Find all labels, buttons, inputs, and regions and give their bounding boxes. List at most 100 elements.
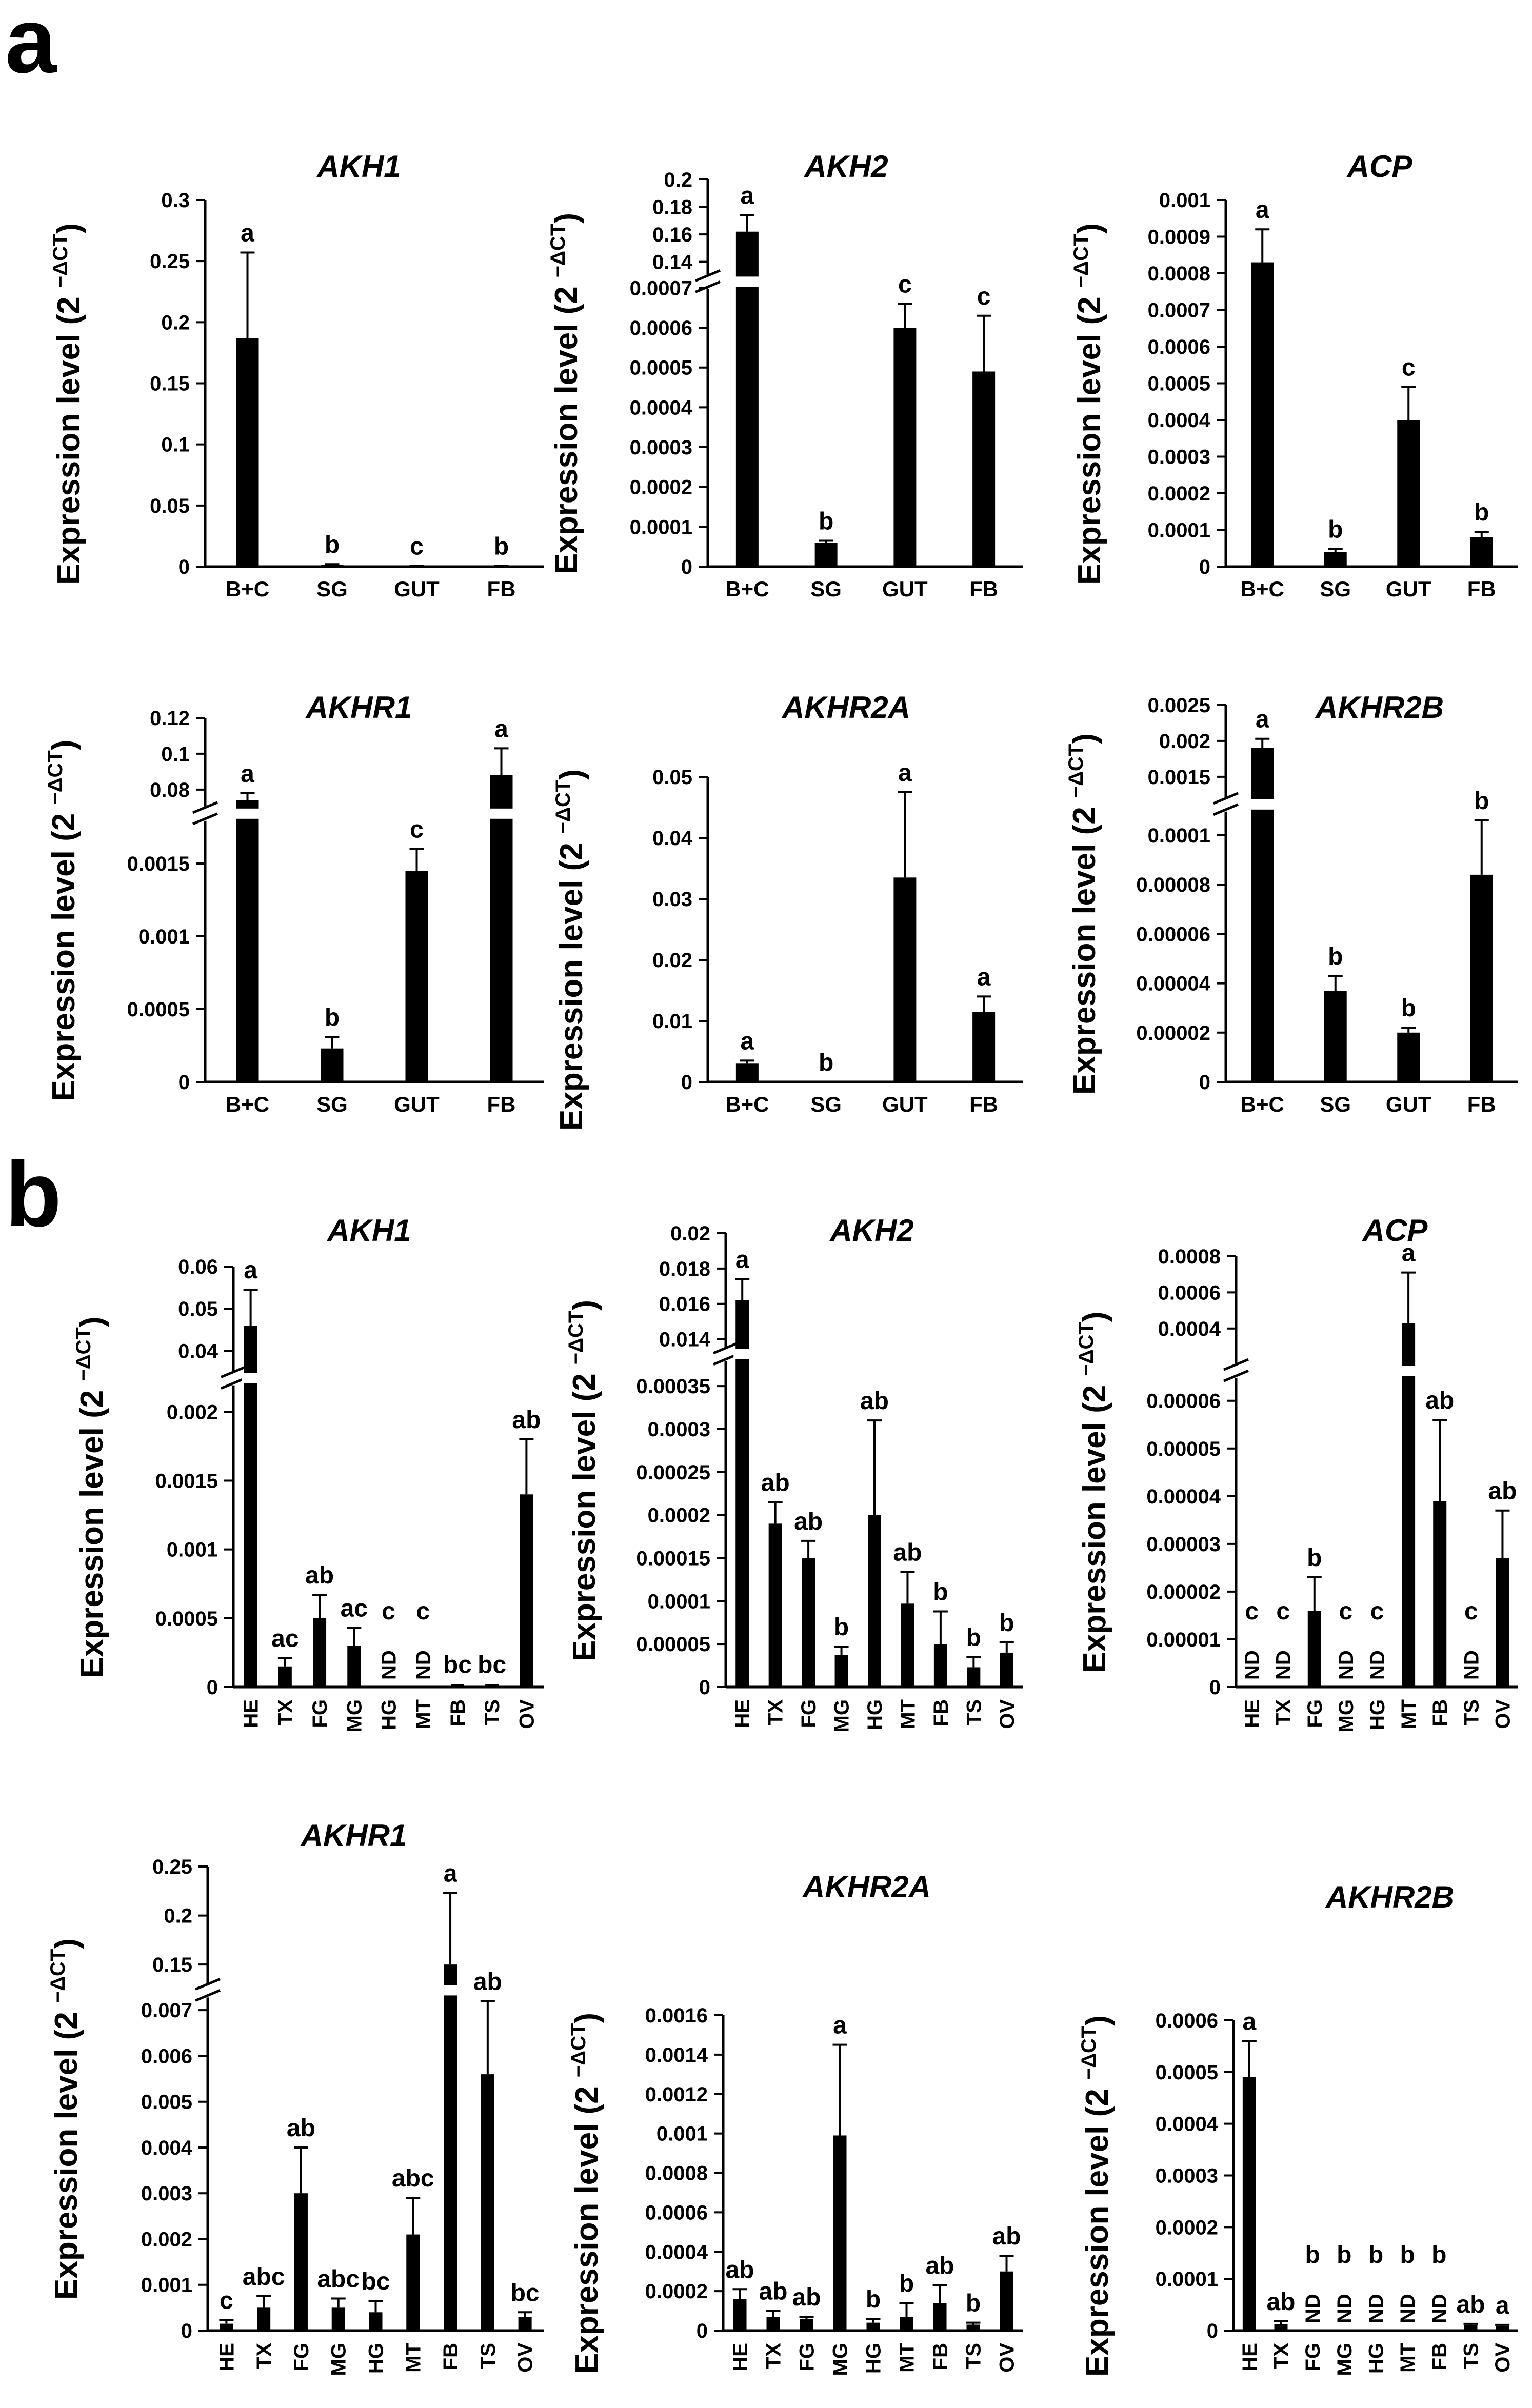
bar-mt: [406, 2234, 420, 2331]
chart-title: AKH2: [829, 1213, 913, 1248]
y-tick-label: 0.0004: [645, 2241, 708, 2263]
axis-break-mark: [695, 269, 721, 282]
nd-label: ND: [1241, 1650, 1264, 1680]
x-tick-label: GUT: [394, 577, 440, 601]
significance-letter: b: [1400, 2241, 1415, 2269]
axis-break-mark: [1213, 792, 1239, 805]
bar-ts: [485, 1684, 499, 1687]
x-tick-label: MT: [412, 1699, 435, 1729]
y-tick-label: 0.0012: [645, 2083, 708, 2106]
x-tick-label: HG: [1365, 2343, 1388, 2374]
significance-letter: ab: [794, 1508, 823, 1535]
x-tick-label: SG: [1320, 577, 1351, 601]
y-tick-label: 0.00006: [1146, 1390, 1221, 1413]
y-tick-label: 0.00001: [1146, 1629, 1221, 1651]
significance-letter: ab: [1425, 1387, 1454, 1414]
y-axis-label: Expression level (2 −ΔCT): [47, 1938, 84, 2300]
y-tick-label: 0.001: [167, 1539, 218, 1561]
y-tick-label: 0.0004: [630, 396, 693, 419]
bar-gut: [1397, 1032, 1420, 1082]
x-tick-label: FB: [487, 577, 516, 601]
significance-letter: c: [1245, 1598, 1259, 1625]
x-tick-label: FB: [969, 1092, 998, 1116]
x-tick-label: FB: [929, 2343, 952, 2370]
y-tick-label: 0.0002: [1156, 2216, 1218, 2239]
x-tick-label: FB: [1467, 1092, 1496, 1116]
chart-title: AKHR2A: [802, 1870, 931, 1904]
x-tick-label: B+C: [226, 1092, 269, 1116]
y-tick-label: 0.25: [150, 250, 190, 273]
axis-break-mark: [221, 1366, 246, 1378]
significance-letter: c: [898, 271, 912, 298]
x-tick-label: OV: [514, 2343, 537, 2373]
chart-title: ACP: [1346, 149, 1413, 184]
significance-letter: c: [410, 816, 424, 844]
bar-fb: [933, 1644, 947, 1687]
bar-ts: [966, 2324, 980, 2331]
axis-break-mark: [195, 1978, 221, 1991]
y-tick-label: 0.16: [652, 224, 692, 246]
axis-break-mark: [1223, 1369, 1249, 1382]
significance-letter: ab: [992, 2223, 1021, 2250]
y-axis-label: Expression level (2 −ΔCT): [547, 213, 584, 574]
y-tick-label: 0.0015: [127, 853, 190, 875]
bar-sg: [321, 565, 344, 567]
significance-letter: b: [1474, 499, 1489, 526]
y-tick-label: 0.04: [178, 1340, 218, 1362]
bar-tx: [1274, 2324, 1288, 2331]
significance-letter: a: [1256, 196, 1269, 224]
x-tick-label: FB: [440, 2343, 462, 2370]
x-tick-label: HE: [1241, 1699, 1264, 1728]
y-tick-label: 0.0001: [630, 516, 692, 538]
x-tick-label: TX: [763, 2343, 785, 2369]
bar-tx: [768, 1523, 782, 1687]
bar-break: [234, 808, 261, 819]
x-tick-label: HE: [1239, 2343, 1261, 2372]
chart-title: AKHR2B: [1325, 1880, 1454, 1914]
bar-mg: [331, 2307, 345, 2331]
significance-letter: b: [1328, 943, 1343, 970]
significance-letter: b: [1337, 2241, 1351, 2269]
x-tick-label: FG: [798, 1699, 820, 1728]
chart-title: AKHR2B: [1315, 690, 1444, 725]
y-tick-label: 0.005: [141, 2091, 192, 2114]
x-tick-label: GUT: [882, 1092, 928, 1116]
x-tick-label: GUT: [394, 1092, 440, 1116]
bar-b+c: [236, 800, 259, 1082]
y-tick-label: 0.00004: [1136, 973, 1210, 995]
x-tick-label: HG: [1366, 1699, 1389, 1730]
y-axis-label: Expression level (2 −ΔCT): [567, 2013, 605, 2374]
y-tick-label: 0.25: [152, 1856, 192, 1878]
bar-mt: [901, 1603, 914, 1687]
panel-label-b: b: [5, 1143, 62, 1246]
x-tick-label: HG: [864, 1699, 886, 1730]
significance-letter: ab: [925, 2253, 954, 2280]
y-axis-label: Expression level (2 −ΔCT): [565, 1300, 602, 1661]
x-tick-label: FG: [1302, 2343, 1324, 2372]
significance-letter: b: [819, 1049, 833, 1076]
significance-letter: ab: [1456, 2291, 1485, 2318]
significance-letter: a: [833, 2012, 847, 2039]
nd-label: ND: [1397, 2294, 1419, 2323]
bar-b+c: [1251, 262, 1274, 567]
y-tick-label: 0.0002: [1148, 483, 1210, 505]
bar-fb: [1470, 874, 1493, 1082]
bar-he: [735, 1300, 749, 1687]
significance-letter: abc: [392, 2165, 434, 2192]
y-tick-label: 0.02: [652, 949, 692, 972]
x-tick-label: FB: [447, 1699, 469, 1727]
significance-letter: ab: [860, 1388, 889, 1415]
x-tick-label: GUT: [1386, 1092, 1431, 1116]
y-tick-label: 0.0005: [630, 357, 692, 379]
x-tick-label: TX: [1270, 2343, 1293, 2369]
y-tick-label: 0.00035: [636, 1375, 710, 1398]
y-tick-label: 0.0003: [648, 1418, 710, 1441]
significance-letter: b: [1368, 2241, 1383, 2269]
y-tick-label: 0.00005: [636, 1633, 710, 1656]
y-tick-label: 0.00004: [1146, 1486, 1221, 1508]
significance-letter: ab: [761, 1469, 790, 1496]
y-tick-label: 0: [1209, 1676, 1221, 1699]
bar-fb: [933, 2303, 947, 2331]
x-tick-label: HE: [215, 2343, 238, 2372]
x-tick-label: SG: [1320, 1092, 1351, 1116]
